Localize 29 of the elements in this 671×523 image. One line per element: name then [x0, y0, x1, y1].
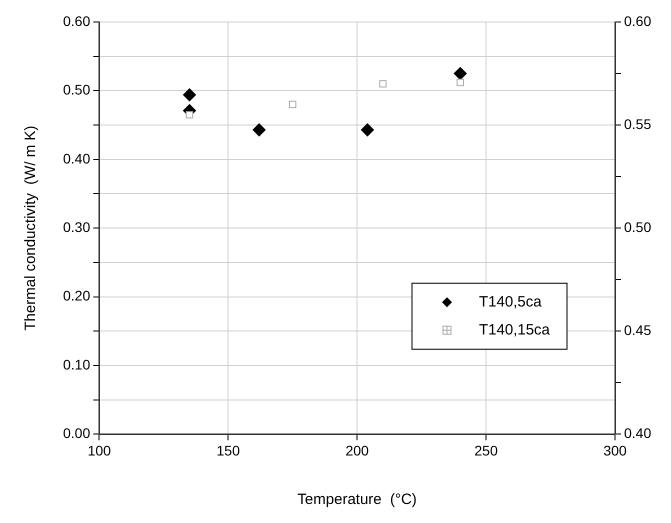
- point: [360, 123, 374, 136]
- legend-label: T140,15ca: [479, 321, 551, 338]
- y-tick-label: 0.40: [63, 150, 90, 166]
- x-tick-label: 250: [474, 442, 498, 458]
- y-tick-label: 0.10: [63, 356, 90, 372]
- y2-tick-label: 0.45: [624, 322, 652, 338]
- x-axis-title: Temperature (°C): [297, 491, 417, 508]
- y-axis-title: Thermal conductivity (W/ m K): [22, 126, 40, 331]
- point: [252, 123, 266, 136]
- y-tick-label: 0.60: [63, 12, 90, 29]
- y2-tick-label: 0.50: [624, 218, 652, 235]
- point: [288, 100, 296, 108]
- y2-tick-label: 0.40: [624, 425, 652, 442]
- y-tick-label: 0.50: [63, 82, 90, 98]
- legend-label: T140,5ca: [479, 293, 542, 310]
- point: [456, 78, 464, 86]
- point: [186, 111, 194, 118]
- x-tick-label: 300: [603, 442, 627, 458]
- y-tick-label: 0.00: [63, 425, 90, 442]
- point: [379, 80, 387, 88]
- point: [454, 67, 467, 80]
- y-tick-label: 0.20: [63, 288, 90, 304]
- y2-tick-label: 0.60: [624, 12, 652, 29]
- x-tick-label: 150: [216, 442, 240, 458]
- x-tick-label: 100: [88, 442, 112, 458]
- x-tick-label: 200: [345, 442, 370, 458]
- point: [183, 88, 196, 102]
- y-tick-label: 0.30: [63, 218, 90, 235]
- y2-tick-label: 0.55: [624, 116, 652, 132]
